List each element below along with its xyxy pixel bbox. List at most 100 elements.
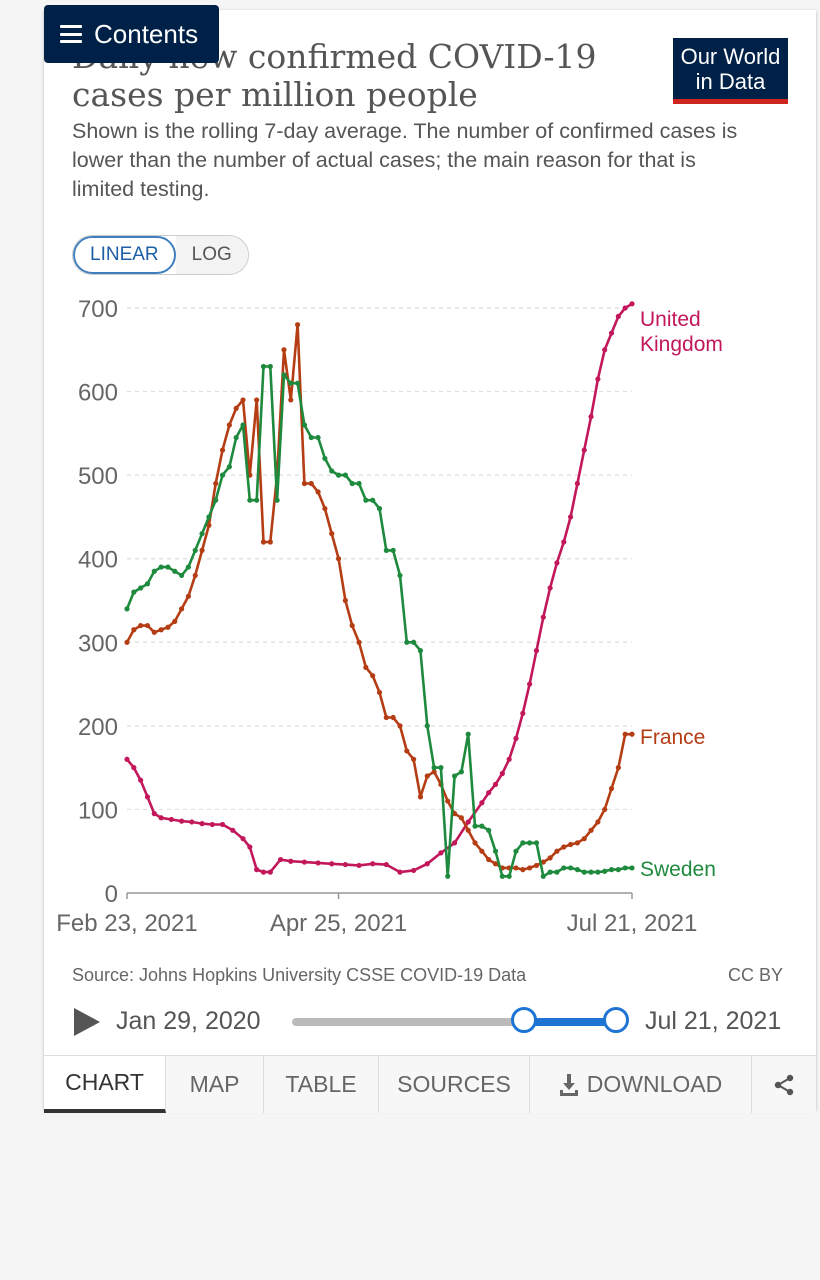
data-point	[301, 859, 308, 865]
log-scale-button[interactable]: LOG	[175, 236, 248, 274]
data-point	[189, 819, 195, 825]
data-point	[342, 597, 348, 604]
data-point	[547, 869, 553, 875]
data-point	[622, 305, 628, 311]
data-point	[438, 765, 444, 771]
data-point	[240, 836, 246, 842]
data-point	[574, 867, 581, 873]
data-point	[424, 723, 430, 729]
source-text[interactable]: Source: Johns Hopkins University CSSE CO…	[72, 965, 527, 985]
data-point	[322, 455, 328, 462]
contents-label: Contents	[94, 18, 199, 49]
timeline-end-handle[interactable]	[603, 1007, 629, 1033]
data-point	[567, 841, 574, 848]
data-point	[172, 568, 178, 574]
data-point	[267, 539, 273, 545]
data-point	[178, 572, 185, 579]
data-point	[472, 840, 478, 846]
data-point	[431, 765, 437, 771]
data-point	[308, 434, 314, 441]
data-point	[370, 497, 376, 503]
data-point	[581, 836, 587, 842]
owid-logo[interactable]: Our World in Data	[673, 38, 788, 104]
data-point	[588, 869, 594, 875]
data-point	[397, 572, 403, 579]
data-point	[138, 585, 144, 591]
data-point	[417, 794, 424, 800]
data-point	[451, 773, 458, 779]
data-point	[554, 869, 560, 875]
timeline-selected-range[interactable]	[523, 1018, 615, 1026]
data-point	[567, 514, 574, 520]
data-point	[479, 823, 485, 829]
data-point	[254, 497, 260, 503]
data-point	[363, 497, 369, 503]
data-point	[629, 301, 635, 307]
data-point	[404, 748, 410, 754]
data-point	[315, 434, 321, 441]
data-point	[363, 664, 369, 670]
data-point	[240, 422, 246, 428]
data-point	[356, 862, 362, 869]
data-point	[124, 756, 130, 762]
data-point	[492, 848, 499, 854]
tab-map[interactable]: MAP	[166, 1056, 264, 1113]
timeline-start-handle[interactable]	[511, 1007, 537, 1033]
series-line-united-kingdom	[125, 302, 633, 874]
data-point	[602, 806, 608, 813]
tab-download[interactable]: DOWNLOAD	[530, 1056, 752, 1113]
play-icon[interactable]	[74, 1008, 100, 1036]
data-point	[554, 848, 560, 854]
data-point	[233, 434, 239, 441]
data-point	[622, 731, 628, 737]
data-point	[172, 618, 178, 624]
share-button[interactable]	[752, 1056, 816, 1113]
data-point	[397, 869, 403, 875]
data-point	[329, 861, 335, 867]
data-point	[288, 380, 294, 386]
data-point	[267, 363, 273, 370]
data-point	[349, 480, 355, 487]
tab-sources[interactable]: SOURCES	[379, 1056, 530, 1113]
data-point	[492, 861, 499, 867]
data-point	[151, 568, 157, 574]
data-point	[445, 873, 451, 879]
data-point	[185, 564, 192, 570]
data-point	[168, 816, 174, 823]
tab-table[interactable]: TABLE	[264, 1056, 379, 1113]
data-point	[527, 865, 533, 871]
hamburger-icon	[60, 25, 82, 43]
share-icon	[774, 1074, 794, 1095]
data-point	[178, 606, 185, 612]
data-point	[622, 865, 628, 871]
series-line-sweden	[125, 365, 632, 878]
contents-button[interactable]: Contents	[44, 5, 219, 63]
tab-chart[interactable]: CHART	[44, 1056, 166, 1113]
data-point	[240, 397, 246, 403]
logo-line-2: in Data	[695, 69, 766, 94]
data-point	[260, 363, 267, 370]
data-point	[277, 856, 284, 863]
data-point	[390, 547, 396, 553]
timeline-track[interactable]	[292, 1018, 617, 1026]
data-point	[506, 756, 512, 762]
linear-scale-button[interactable]: LINEAR	[73, 236, 176, 274]
data-point	[322, 505, 328, 512]
license-link[interactable]: CC BY	[728, 965, 784, 985]
data-point	[151, 811, 157, 817]
scale-toggle: LINEAR LOG	[72, 235, 249, 275]
data-point	[445, 798, 451, 804]
data-point	[513, 865, 519, 871]
y-tick-label: 0	[105, 881, 118, 908]
data-point	[615, 867, 621, 873]
data-point	[520, 710, 526, 716]
series-label: France	[640, 726, 705, 749]
data-point	[506, 873, 512, 879]
data-point	[267, 869, 273, 875]
data-point	[499, 873, 505, 879]
data-point	[131, 765, 137, 771]
data-point	[329, 468, 335, 474]
data-point	[424, 861, 430, 867]
data-point	[158, 815, 164, 821]
data-point	[260, 869, 267, 875]
